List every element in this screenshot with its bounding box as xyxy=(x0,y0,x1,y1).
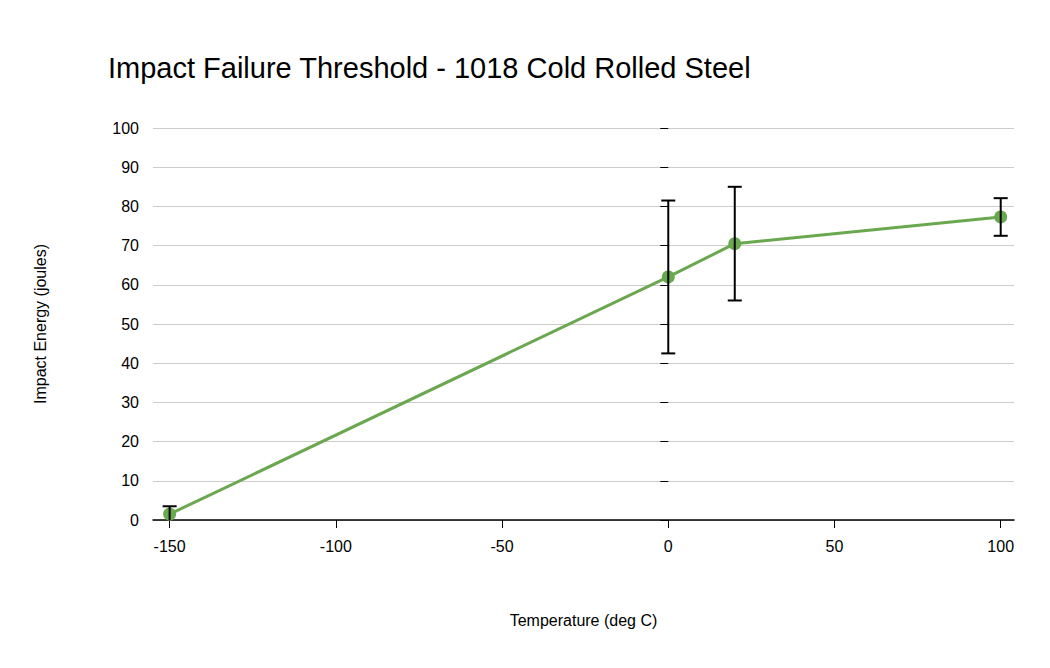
svg-text:30: 30 xyxy=(121,394,139,411)
svg-text:50: 50 xyxy=(121,316,139,333)
svg-text:70: 70 xyxy=(121,237,139,254)
svg-text:100: 100 xyxy=(112,120,139,137)
svg-text:80: 80 xyxy=(121,198,139,215)
svg-text:0: 0 xyxy=(664,538,673,555)
svg-text:40: 40 xyxy=(121,355,139,372)
svg-text:0: 0 xyxy=(130,512,139,529)
svg-text:10: 10 xyxy=(121,472,139,489)
svg-text:60: 60 xyxy=(121,276,139,293)
svg-text:20: 20 xyxy=(121,433,139,450)
svg-text:-50: -50 xyxy=(490,538,513,555)
svg-text:50: 50 xyxy=(826,538,844,555)
svg-text:-100: -100 xyxy=(320,538,352,555)
svg-text:100: 100 xyxy=(987,538,1014,555)
svg-text:Temperature (deg C): Temperature (deg C) xyxy=(510,612,658,629)
svg-text:Impact Failure Threshold - 101: Impact Failure Threshold - 1018 Cold Rol… xyxy=(108,52,751,84)
svg-text:Impact Energy (joules): Impact Energy (joules) xyxy=(32,244,49,404)
svg-text:90: 90 xyxy=(121,159,139,176)
svg-text:-150: -150 xyxy=(154,538,186,555)
